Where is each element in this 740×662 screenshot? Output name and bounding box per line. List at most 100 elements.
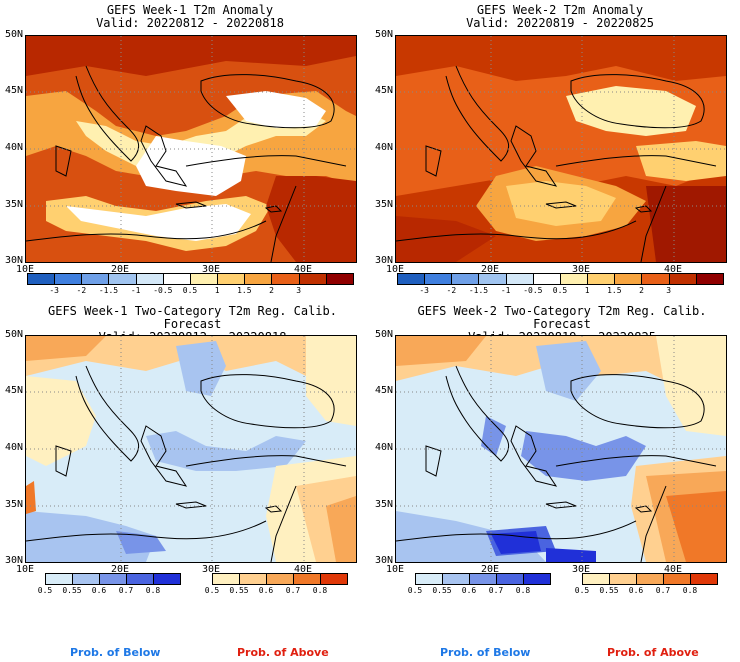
colorbar-tick: 0.6 bbox=[461, 586, 477, 595]
colorbar-swatch bbox=[523, 574, 550, 584]
prob-below-legend-left: Prob. of Below bbox=[70, 646, 161, 659]
prob-above-legend-right: Prob. of Above bbox=[607, 646, 699, 659]
prob-above-legend-left: Prob. of Above bbox=[237, 646, 329, 659]
lat-label: 40N bbox=[4, 142, 23, 153]
lat-label: 50N bbox=[374, 29, 393, 40]
lon-label: 10E bbox=[15, 264, 35, 275]
colorbar-swatch bbox=[695, 274, 723, 284]
lon-label: 10E bbox=[15, 564, 35, 575]
colorbar-tick: 0.8 bbox=[515, 586, 531, 595]
lon-label: 10E bbox=[385, 564, 405, 575]
lat-label: 30N bbox=[374, 255, 393, 266]
lat-label: 30N bbox=[374, 555, 393, 566]
prob-below-colorbar-right bbox=[415, 573, 551, 585]
colorbar-swatch bbox=[153, 574, 180, 584]
colorbar-tick: 0.6 bbox=[258, 586, 274, 595]
colorbar-tick: 2 bbox=[639, 286, 644, 295]
lon-label: 20E bbox=[110, 564, 130, 575]
colorbar-swatch bbox=[416, 574, 442, 584]
panel3-title-line1: GEFS Week-1 Two-Category T2m Reg. Calib.… bbox=[48, 304, 337, 331]
colorbar-swatch bbox=[72, 574, 99, 584]
colorbar-tick: 0.5 bbox=[552, 286, 568, 295]
colorbar-swatch bbox=[478, 274, 506, 284]
panel1-title-line1: GEFS Week-1 T2m Anomaly bbox=[106, 3, 274, 17]
colorbar-tick: 0.7 bbox=[655, 586, 671, 595]
prob-above-colorbar-left bbox=[212, 573, 348, 585]
colorbar-swatch bbox=[298, 274, 326, 284]
lat-label: 30N bbox=[4, 555, 23, 566]
colorbar-tick: 1.5 bbox=[237, 286, 252, 295]
colorbar-swatch bbox=[442, 574, 469, 584]
colorbar-swatch bbox=[609, 574, 636, 584]
lat-label: 40N bbox=[4, 442, 23, 453]
colorbar-swatch bbox=[690, 574, 717, 584]
colorbar-swatch bbox=[54, 274, 82, 284]
lat-label: 45N bbox=[374, 85, 393, 96]
colorbar-swatch bbox=[135, 274, 163, 284]
colorbar-swatch bbox=[532, 274, 560, 284]
colorbar-swatch bbox=[239, 574, 266, 584]
lat-label: 50N bbox=[4, 329, 23, 340]
colorbar-swatch bbox=[81, 274, 109, 284]
colorbar-tick: 2 bbox=[269, 286, 274, 295]
lon-label: 30E bbox=[201, 564, 221, 575]
lat-label: 45N bbox=[374, 385, 393, 396]
colorbar-tick: -1 bbox=[500, 286, 511, 295]
panel1-valid-line: Valid: 20220812 - 20220818 bbox=[96, 16, 284, 30]
lat-label: 40N bbox=[374, 142, 393, 153]
colorbar-swatch bbox=[28, 274, 55, 284]
colorbar-swatch bbox=[213, 574, 239, 584]
colorbar-swatch bbox=[99, 574, 126, 584]
colorbar-swatch bbox=[559, 274, 588, 284]
panel2-title: GEFS Week-2 T2m Anomaly Valid: 20220819 … bbox=[395, 4, 725, 30]
panel1-title: GEFS Week-1 T2m Anomaly Valid: 20220812 … bbox=[25, 4, 355, 30]
lat-label: 35N bbox=[374, 199, 393, 210]
colorbar-tick: 0.6 bbox=[91, 586, 107, 595]
lat-label: 30N bbox=[4, 255, 23, 266]
colorbar-tick: 0.6 bbox=[628, 586, 644, 595]
colorbar-swatch bbox=[266, 574, 293, 584]
lon-label: 40E bbox=[663, 264, 683, 275]
lat-label: 50N bbox=[4, 29, 23, 40]
colorbar-tick: 0.55 bbox=[599, 586, 619, 595]
lat-label: 50N bbox=[374, 329, 393, 340]
lon-label: 20E bbox=[480, 564, 500, 575]
colorbar-tick: 0.5 bbox=[574, 586, 590, 595]
lon-label: 30E bbox=[571, 564, 591, 575]
lat-label: 45N bbox=[4, 385, 23, 396]
colorbar-tick: 0.5 bbox=[407, 586, 423, 595]
lat-label: 35N bbox=[4, 199, 23, 210]
colorbar-swatch bbox=[496, 574, 523, 584]
colorbar-swatch bbox=[636, 574, 663, 584]
colorbar-swatch bbox=[451, 274, 479, 284]
colorbar-tick: 0.5 bbox=[37, 586, 53, 595]
colorbar-swatch bbox=[398, 274, 425, 284]
colorbar-swatch bbox=[469, 574, 496, 584]
lon-label: 40E bbox=[663, 564, 683, 575]
colorbar-swatch bbox=[668, 274, 696, 284]
colorbar-tick: -0.5 bbox=[153, 286, 173, 295]
lon-label: 30E bbox=[201, 264, 221, 275]
colorbar-swatch bbox=[663, 574, 690, 584]
colorbar-swatch bbox=[46, 574, 72, 584]
panel2-valid-line: Valid: 20220819 - 20220825 bbox=[466, 16, 654, 30]
colorbar-swatch bbox=[505, 274, 533, 284]
colorbar-swatch bbox=[162, 274, 190, 284]
colorbar-tick: 3 bbox=[666, 286, 672, 295]
colorbar-tick: 1 bbox=[214, 286, 220, 295]
colorbar-swatch bbox=[271, 274, 299, 284]
colorbar-swatch bbox=[641, 274, 669, 284]
colorbar-swatch bbox=[325, 274, 353, 284]
colorbar-tick: 0.7 bbox=[488, 586, 504, 595]
colorbar-tick: -0.5 bbox=[523, 286, 543, 295]
colorbar-swatch bbox=[320, 574, 347, 584]
colorbar-tick: 0.55 bbox=[229, 586, 249, 595]
colorbar-tick: 1.5 bbox=[607, 286, 622, 295]
colorbar-swatch bbox=[587, 274, 615, 284]
colorbar-swatch bbox=[126, 574, 153, 584]
colorbar-tick: -1 bbox=[130, 286, 141, 295]
colorbar-tick: 0.8 bbox=[145, 586, 161, 595]
colorbar-swatch bbox=[244, 274, 272, 284]
colorbar-swatch bbox=[217, 274, 245, 284]
map-week2-probability bbox=[395, 335, 727, 563]
